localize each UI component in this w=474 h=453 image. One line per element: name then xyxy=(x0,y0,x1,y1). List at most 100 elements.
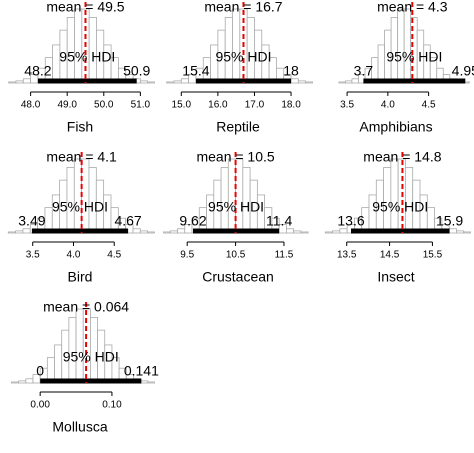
panel: mean = 0.064 95% HDI 0 0.141 0.00 0.10 Mollusc… xyxy=(11,299,159,435)
hdi-low-label: 15.4 xyxy=(182,63,209,79)
histogram-bar xyxy=(297,80,307,84)
histogram-bar xyxy=(290,78,299,84)
histogram-bar xyxy=(139,80,149,84)
x-tick-label: 11.5 xyxy=(275,250,294,261)
histogram-bar xyxy=(305,81,313,84)
histogram-bar xyxy=(403,8,412,84)
hdi-low-label: 3.7 xyxy=(354,63,374,79)
mean-label: mean = 16.7 xyxy=(204,0,282,15)
mean-label: mean = 10.5 xyxy=(196,149,274,165)
panel: mean = 4.3 95% HDI 3.7 4.95 3.5 4.0 4.5 Amphibi… xyxy=(338,0,474,135)
histogram-bar xyxy=(456,230,465,234)
histogram-bar xyxy=(339,228,348,234)
hdi-low-label: 9.62 xyxy=(179,213,206,229)
histogram-bar xyxy=(448,228,457,234)
panel: mean = 4.1 95% HDI 3.49 4.67 3.5 4.0 4.5 Bird xyxy=(7,149,155,285)
x-tick-label: 50.0 xyxy=(94,100,114,111)
histogram-bar xyxy=(180,78,190,84)
histogram-bar xyxy=(22,228,31,234)
hdi-high-label: 0.141 xyxy=(124,363,159,379)
histogram-bar xyxy=(338,81,346,84)
x-tick-label: 10.5 xyxy=(226,250,246,261)
x-tick-label: 48.0 xyxy=(21,100,41,111)
histogram-bar xyxy=(300,231,309,234)
x-tick-label: 4.5 xyxy=(107,250,121,261)
x-tick-label: 14.5 xyxy=(380,250,400,261)
mean-label: mean = 4.3 xyxy=(377,0,448,15)
x-axis-label: Fish xyxy=(67,119,93,135)
histogram-bar xyxy=(177,228,186,234)
histogram-bar xyxy=(11,381,20,384)
mean-label: mean = 14.8 xyxy=(363,149,441,165)
histogram-bar xyxy=(285,228,295,234)
x-tick-label: 18.0 xyxy=(281,100,301,111)
histogram-bar xyxy=(351,78,359,84)
histogram-bar xyxy=(332,230,341,234)
x-tick-label: 0.00 xyxy=(30,400,50,411)
histogram-bar xyxy=(25,378,34,384)
histogram xyxy=(8,8,155,84)
hdi-low-label: 3.49 xyxy=(18,213,45,229)
hdi-label: 95% HDI xyxy=(208,199,264,215)
x-tick-label: 15.5 xyxy=(423,250,443,261)
x-tick-label: 13.5 xyxy=(337,250,357,261)
histogram-bar xyxy=(227,158,236,234)
mean-label: mean = 0.064 xyxy=(43,299,129,315)
hdi-label: 95% HDI xyxy=(215,49,271,65)
histogram-bar xyxy=(235,158,244,234)
x-axis-label: Crustacean xyxy=(202,269,274,285)
histogram-bar xyxy=(166,81,175,84)
x-tick-label: 9.5 xyxy=(180,250,194,261)
hdi-low-label: 48.2 xyxy=(24,63,51,79)
histogram-bar xyxy=(139,230,149,234)
x-tick-label: 15.0 xyxy=(172,100,192,111)
panel: mean = 16.7 95% HDI 15.4 18 15.0 16.0 17.0 18.0… xyxy=(166,0,313,135)
histogram-bar xyxy=(18,380,27,384)
x-tick-label: 3.5 xyxy=(340,100,354,111)
hdi-high-label: 18 xyxy=(283,63,299,79)
hdi-high-label: 4.67 xyxy=(114,213,141,229)
histogram-bar xyxy=(15,230,24,234)
hdi-label: 95% HDI xyxy=(386,49,442,65)
histogram-bar xyxy=(397,8,405,84)
x-tick-label: 0.10 xyxy=(102,400,122,411)
histogram-bar xyxy=(54,344,63,384)
histogram-bar xyxy=(73,158,83,234)
histogram-bar xyxy=(15,80,24,84)
x-tick-label: 4.0 xyxy=(381,100,395,111)
panel: mean = 14.8 95% HDI 13.6 15.9 13.5 14.5 15.5 In… xyxy=(324,149,471,285)
histogram-bar xyxy=(147,231,155,234)
histogram-bar xyxy=(81,158,90,234)
mean-label: mean = 4.1 xyxy=(46,149,117,165)
histogram-bar xyxy=(140,380,149,384)
x-tick-label: 49.0 xyxy=(57,100,77,111)
hdi-low-label: 13.6 xyxy=(337,213,364,229)
histogram-bar xyxy=(147,381,155,384)
histogram xyxy=(7,158,155,234)
histogram-bar xyxy=(377,44,385,84)
hdi-high-label: 4.95 xyxy=(452,63,474,79)
x-tick-label: 17.0 xyxy=(245,100,265,111)
histogram-bar xyxy=(8,81,17,84)
histogram-bar xyxy=(173,80,182,84)
x-tick-label: 3.5 xyxy=(26,250,40,261)
histogram-bar xyxy=(324,231,333,234)
x-tick-label: 4.0 xyxy=(67,250,81,261)
histogram-bar xyxy=(293,230,302,234)
hdi-label: 95% HDI xyxy=(52,199,108,215)
x-axis-label: Insect xyxy=(377,269,414,285)
x-tick-label: 16.0 xyxy=(208,100,228,111)
histogram-bar xyxy=(7,231,16,234)
histogram-bar xyxy=(232,8,241,84)
x-axis-label: Amphibians xyxy=(359,119,432,135)
hdi-high-label: 15.9 xyxy=(436,213,463,229)
x-tick-label: 4.5 xyxy=(422,100,436,111)
hdi-label: 95% HDI xyxy=(63,349,119,365)
histogram-bar xyxy=(463,231,471,234)
hdi-high-label: 50.9 xyxy=(123,63,150,79)
histogram-bar xyxy=(345,80,353,84)
histogram-bar xyxy=(163,231,171,234)
